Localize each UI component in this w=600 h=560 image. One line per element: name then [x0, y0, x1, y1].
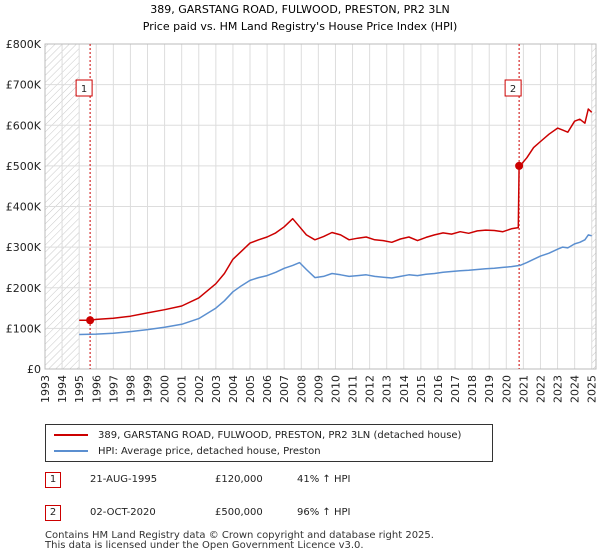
- marker-label: 1: [81, 84, 87, 95]
- legend-label-property: 389, GARSTANG ROAD, FULWOOD, PRESTON, PR…: [98, 430, 462, 441]
- x-tick-label: 2015: [415, 375, 428, 403]
- marker-label-box: [75, 79, 93, 97]
- x-tick-label: 2020: [500, 375, 513, 403]
- x-tick-label: 2017: [449, 375, 462, 403]
- x-tick-label: 2013: [381, 375, 394, 403]
- x-tick-label: 2022: [534, 375, 547, 403]
- chart-title: 389, GARSTANG ROAD, FULWOOD, PRESTON, PR…: [150, 3, 450, 16]
- price-chart: 389, GARSTANG ROAD, FULWOOD, PRESTON, PR…: [6, 3, 599, 403]
- y-tick-label: £500K: [6, 160, 42, 173]
- plot-border: [44, 43, 597, 370]
- y-tick-label: £700K: [6, 79, 42, 92]
- x-tick-label: 2000: [159, 375, 172, 403]
- y-tick-label: £300K: [6, 241, 42, 254]
- x-tick-label: 1998: [124, 375, 137, 403]
- marker-label: 2: [510, 84, 516, 95]
- x-tick-label: 2004: [227, 375, 240, 403]
- property-price-line: [79, 108, 593, 322]
- x-tick-label: 2023: [552, 375, 565, 403]
- transaction-row: 2 02-OCT-2020 £500,000 96% ↑ HPI: [45, 505, 405, 525]
- legend-item-hpi: HPI: Average price, detached house, Pres…: [54, 444, 321, 460]
- legend-swatch-property: [54, 434, 88, 436]
- x-tick-label: 2019: [483, 375, 496, 403]
- y-tick-label: £600K: [6, 119, 42, 132]
- y-tick-label: £100K: [6, 322, 42, 335]
- footer-copyright: Contains HM Land Registry data © Crown c…: [45, 530, 434, 541]
- x-tick-label: 2002: [193, 375, 206, 403]
- x-tick-label: 2012: [364, 375, 377, 403]
- footer-licence: This data is licensed under the Open Gov…: [45, 540, 364, 551]
- x-tick-label: 2003: [210, 375, 223, 403]
- x-tick-label: 2001: [176, 375, 189, 403]
- x-tick-label: 2024: [569, 375, 582, 403]
- x-tick-label: 2008: [295, 375, 308, 403]
- legend-label-hpi: HPI: Average price, detached house, Pres…: [98, 446, 321, 457]
- x-tick-label: 2007: [278, 375, 291, 403]
- transaction-date: 02-OCT-2020: [90, 507, 156, 518]
- marker-label-box: [504, 79, 522, 97]
- transaction-number: 1: [45, 472, 61, 488]
- x-tick-label: 1996: [90, 375, 103, 403]
- sale-point: [515, 161, 524, 170]
- x-tick-label: 1993: [39, 375, 52, 403]
- transaction-hpi: 96% ↑ HPI: [297, 507, 351, 518]
- chart-subtitle: Price paid vs. HM Land Registry's House …: [143, 20, 458, 33]
- plot-area: £0 £100K £200K £300K £400K £500K £600K £700K £80…: [6, 38, 599, 403]
- x-tick-label: 1997: [107, 375, 120, 403]
- y-tick-label: £400K: [6, 201, 42, 214]
- x-tick-label: 2005: [244, 375, 257, 403]
- transaction-date: 21-AUG-1995: [90, 474, 158, 485]
- transaction-price: £120,000: [215, 474, 263, 485]
- x-tick-label: 2025: [586, 375, 599, 403]
- transaction-hpi: 41% ↑ HPI: [297, 474, 351, 485]
- y-tick-label: £200K: [6, 282, 42, 295]
- x-tick-label: 2011: [347, 375, 360, 403]
- sale-point: [86, 316, 95, 325]
- legend-swatch-hpi: [54, 450, 88, 452]
- x-tick-label: 1994: [56, 375, 69, 403]
- transaction-number: 2: [45, 505, 61, 521]
- x-tick-label: 2016: [432, 375, 445, 403]
- footer: Contains HM Land Registry data © Crown c…: [45, 531, 434, 551]
- y-tick-label: £0: [27, 363, 41, 376]
- x-tick-label: 2014: [398, 375, 411, 403]
- transaction-row: 1 21-AUG-1995 £120,000 41% ↑ HPI: [45, 472, 405, 492]
- legend: 389, GARSTANG ROAD, FULWOOD, PRESTON, PR…: [45, 424, 493, 462]
- x-tick-label: 2006: [261, 375, 274, 403]
- legend-item-property: 389, GARSTANG ROAD, FULWOOD, PRESTON, PR…: [54, 428, 461, 444]
- x-tick-label: 2021: [517, 375, 530, 403]
- hpi-line: [79, 234, 592, 336]
- transaction-price: £500,000: [215, 507, 263, 518]
- x-tick-label: 1999: [142, 375, 155, 403]
- x-tick-label: 1995: [73, 375, 86, 403]
- x-tick-label: 2018: [466, 375, 479, 403]
- x-tick-label: 2010: [329, 375, 342, 403]
- y-tick-label: £800K: [6, 38, 42, 51]
- x-tick-label: 2009: [312, 375, 325, 403]
